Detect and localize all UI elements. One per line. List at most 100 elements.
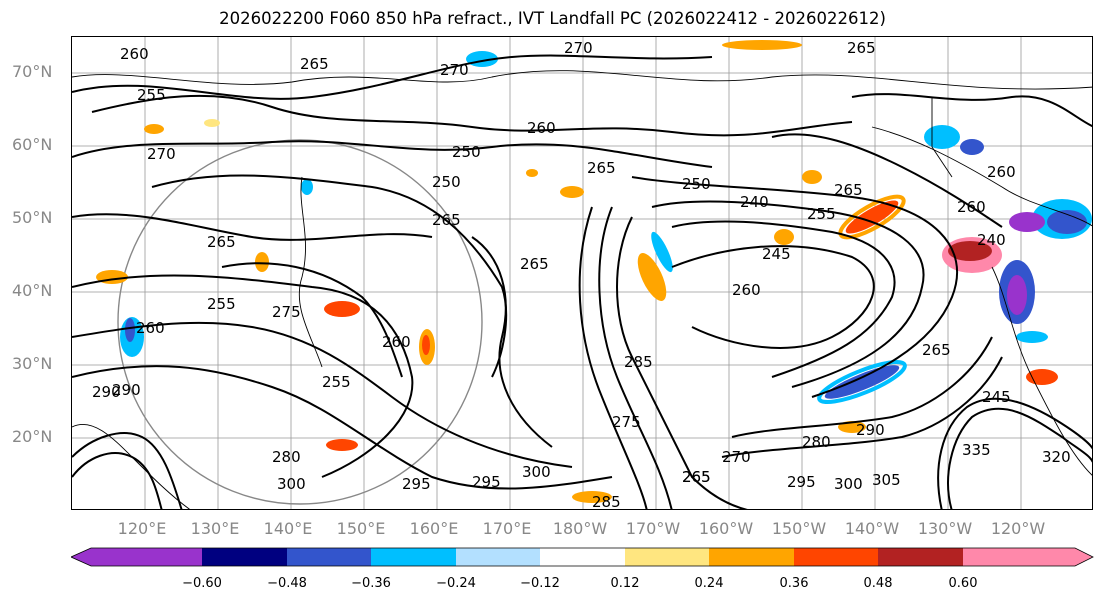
contour-label: 295: [472, 473, 501, 491]
lat-label: 30°N: [12, 354, 53, 373]
colorbar-segment: [878, 548, 963, 566]
contour-label: 265: [207, 233, 236, 251]
lon-label: 160°W: [698, 519, 754, 538]
contour-label: 260: [382, 333, 411, 351]
colorbar: [71, 547, 1094, 567]
colorbar-segment: [709, 548, 794, 566]
contour-label: 290: [112, 381, 141, 399]
contour-label: 260: [732, 281, 761, 299]
lon-label: 150°E: [336, 519, 386, 538]
colorbar-segment: [371, 548, 456, 566]
contour-label: 265: [587, 159, 616, 177]
contour-label: 255: [207, 295, 236, 313]
contour-label: 295: [402, 475, 431, 493]
colorbar-tick: 0.36: [779, 576, 809, 591]
contour-label: 255: [322, 373, 351, 391]
contour-lines: [72, 54, 1092, 509]
lat-label: 40°N: [12, 281, 53, 300]
contour-label: 265: [847, 39, 876, 57]
contour-label: 285: [624, 353, 653, 371]
contour-label: 250: [682, 175, 711, 193]
map-canvas: 260 265 270 265 270 255 260 270 265 250 …: [72, 37, 1092, 510]
region-circle: [117, 139, 483, 505]
contour-label: 290: [856, 421, 885, 439]
contour-label: 300: [522, 463, 551, 481]
colorbar-segment: [540, 548, 625, 566]
contour-label: 255: [137, 86, 166, 104]
colorbar-tick: 0.60: [948, 576, 978, 591]
contour-label: 260: [527, 119, 556, 137]
colorbar-tick: −0.24: [436, 576, 476, 591]
contour-label: 265: [682, 468, 711, 486]
lat-label: 20°N: [12, 427, 53, 446]
colorbar-tick: 0.24: [694, 576, 724, 591]
contour-label: 260: [120, 45, 149, 63]
graticule: [72, 37, 1092, 509]
colorbar-segment: [794, 548, 878, 566]
contour-label: 265: [834, 181, 863, 199]
lon-label: 150°W: [771, 519, 827, 538]
contour-label: 300: [277, 475, 306, 493]
ivt-fill: [96, 40, 1092, 503]
colorbar-extend-high: [1075, 548, 1093, 566]
contour-label: 335: [962, 441, 991, 459]
contour-label: 240: [740, 193, 769, 211]
lon-label: 140°E: [263, 519, 313, 538]
contour-label: 280: [272, 448, 301, 466]
contour-label: 250: [452, 143, 481, 161]
contour-label: 260: [136, 319, 165, 337]
lon-label: 130°E: [190, 519, 240, 538]
contour-label: 265: [520, 255, 549, 273]
contour-label: 280: [802, 433, 831, 451]
contour-label: 265: [922, 341, 951, 359]
colorbar-segment: [625, 548, 709, 566]
contour-label: 260: [987, 163, 1016, 181]
colorbar-extend-low: [71, 548, 91, 566]
contour-label: 270: [564, 39, 593, 57]
contour-label: 290: [92, 383, 121, 401]
contour-label: 275: [612, 413, 641, 431]
colorbar-tick: −0.48: [267, 576, 307, 591]
contour-label: 270: [147, 145, 176, 163]
contour-label: 265: [682, 468, 711, 486]
colorbar-segment: [91, 548, 202, 566]
contour-label-group: 260 265 270 265 270 255 260 270 265 250 …: [92, 39, 1071, 510]
contour-label: 245: [982, 388, 1011, 406]
contour-label: 285: [592, 493, 621, 510]
colorbar-segment: [456, 548, 540, 566]
contour-label: 275: [272, 303, 301, 321]
lat-label: 50°N: [12, 208, 53, 227]
lat-label: 60°N: [12, 135, 53, 154]
lon-label: 120°W: [990, 519, 1046, 538]
colorbar-tick: −0.60: [182, 576, 222, 591]
contour-label: 270: [722, 448, 751, 466]
contour-label: 305: [872, 471, 901, 489]
lon-label: 130°W: [917, 519, 973, 538]
contour-label: 260: [957, 198, 986, 216]
colorbar-tick: −0.36: [351, 576, 391, 591]
colorbar-segment: [963, 548, 1075, 566]
coastlines: [72, 70, 1092, 509]
contour-label: 320: [1042, 448, 1071, 466]
contour-label: 250: [432, 173, 461, 191]
contour-label: 255: [807, 205, 836, 223]
contour-label: 265: [432, 211, 461, 229]
lon-label: 170°E: [482, 519, 532, 538]
contour-label: 240: [977, 231, 1006, 249]
lon-label: 160°E: [409, 519, 459, 538]
map-panel: 260 265 270 265 270 255 260 270 265 250 …: [71, 36, 1093, 510]
lon-label: 140°W: [844, 519, 900, 538]
lon-label: 120°E: [117, 519, 167, 538]
lat-label: 70°N: [12, 62, 53, 81]
contour-label: 295: [787, 473, 816, 491]
contour-label: 270: [440, 61, 469, 79]
contour-label: 300: [834, 475, 863, 493]
map-title: 2026022200 F060 850 hPa refract., IVT La…: [219, 9, 886, 28]
colorbar-tick: 0.12: [610, 576, 640, 591]
colorbar-outline: [71, 547, 1094, 567]
contour-label: 265: [300, 55, 329, 73]
lon-label: 180°W: [552, 519, 608, 538]
colorbar-segment: [287, 548, 371, 566]
colorbar-tick: −0.12: [520, 576, 560, 591]
colorbar-segment: [202, 548, 287, 566]
